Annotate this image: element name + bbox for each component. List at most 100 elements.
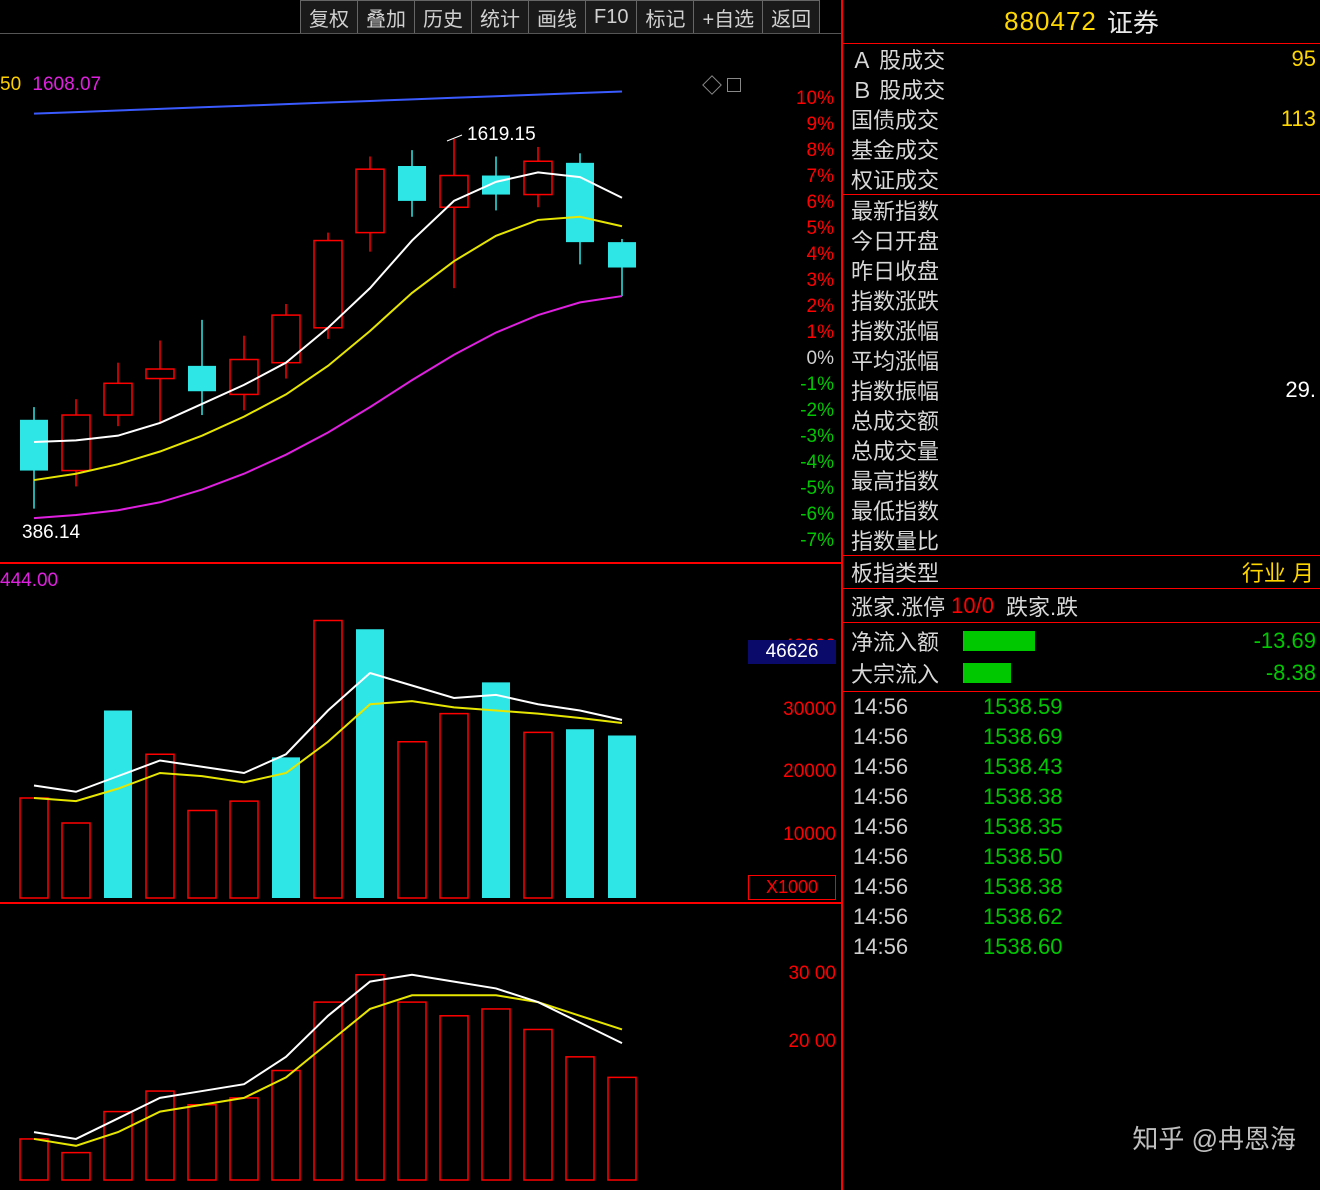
pct-tick: -7% bbox=[800, 530, 834, 552]
indicator-pane[interactable]: 30 0020 00 bbox=[0, 904, 841, 1190]
toolbar-+自选[interactable]: +自选 bbox=[693, 0, 763, 33]
info-row: 总成交量 bbox=[843, 435, 1320, 465]
block-inflow-label: 大宗流入 bbox=[851, 657, 963, 689]
net-inflow-bar bbox=[963, 631, 1035, 651]
info-label: 最低指数 bbox=[851, 494, 991, 526]
toolbar-spacer bbox=[0, 0, 300, 33]
tick-row: 14:561538.43 bbox=[843, 752, 1320, 782]
info-row: 今日开盘 bbox=[843, 225, 1320, 255]
info-label: 昨日收盘 bbox=[851, 254, 991, 286]
volume-pane[interactable]: 40000300002000010000 444.00 46626 X1000 bbox=[0, 564, 841, 904]
tick-price: 1538.69 bbox=[983, 724, 1063, 750]
info-label: 指数涨跌 bbox=[851, 284, 991, 316]
toolbar-标记[interactable]: 标记 bbox=[636, 0, 694, 33]
info-row: 国债成交113 bbox=[843, 104, 1320, 134]
tick-row: 14:561538.35 bbox=[843, 812, 1320, 842]
tick-time: 14:56 bbox=[853, 814, 983, 840]
toolbar-复权[interactable]: 复权 bbox=[300, 0, 358, 33]
tick-price: 1538.62 bbox=[983, 904, 1063, 930]
toolbar-统计[interactable]: 统计 bbox=[471, 0, 529, 33]
tick-row: 14:561538.69 bbox=[843, 722, 1320, 752]
info-row: 总成交额 bbox=[843, 405, 1320, 435]
pct-tick: 7% bbox=[807, 166, 834, 188]
pct-tick: 0% bbox=[807, 348, 834, 370]
info-label: 今日开盘 bbox=[851, 224, 991, 256]
high-price-label: 1619.15 bbox=[467, 124, 536, 146]
volume-unit: X1000 bbox=[748, 875, 836, 900]
app-root: 复权叠加历史统计画线F10标记+自选返回 10%9%8%7%6%5%4%3%2%… bbox=[0, 0, 1320, 1190]
info-row: 指数涨幅 bbox=[843, 315, 1320, 345]
volume-tick: 10000 bbox=[783, 824, 836, 846]
info-row: 最低指数 bbox=[843, 495, 1320, 525]
info-label: 国债成交 bbox=[851, 103, 991, 135]
info-label: 平均涨幅 bbox=[851, 344, 991, 376]
tick-row: 14:561538.38 bbox=[843, 782, 1320, 812]
stock-code: 880472 bbox=[1004, 6, 1097, 37]
candlestick-chart bbox=[0, 34, 745, 564]
pane-controls[interactable] bbox=[701, 78, 741, 97]
block-inflow-bar bbox=[963, 663, 1011, 683]
info-row: 最高指数 bbox=[843, 465, 1320, 495]
pct-tick: 4% bbox=[807, 244, 834, 266]
tick-price: 1538.60 bbox=[983, 934, 1063, 960]
pct-tick: -1% bbox=[800, 374, 834, 396]
info-row: 指数量比 bbox=[843, 525, 1320, 555]
info-label: 基金成交 bbox=[851, 133, 991, 165]
tick-list: 14:561538.5914:561538.6914:561538.4314:5… bbox=[843, 692, 1320, 962]
toolbar-返回[interactable]: 返回 bbox=[762, 0, 820, 33]
ma-legend: 50 1608.07 bbox=[0, 74, 101, 96]
sector-type-row[interactable]: 板指类型 行业 月 bbox=[843, 555, 1320, 589]
info-label: 最高指数 bbox=[851, 464, 991, 496]
tick-time: 14:56 bbox=[853, 844, 983, 870]
tick-row: 14:561538.50 bbox=[843, 842, 1320, 872]
pct-tick: -6% bbox=[800, 504, 834, 526]
pct-tick: 10% bbox=[796, 88, 834, 110]
info-row: 平均涨幅 bbox=[843, 345, 1320, 375]
box-icon[interactable] bbox=[727, 78, 741, 92]
pct-tick: -5% bbox=[800, 478, 834, 500]
up-limit-label: 涨家.涨停 bbox=[851, 590, 945, 622]
up-limit-value: 10/0 bbox=[951, 593, 994, 619]
info-label: Ａ 股成交 bbox=[851, 43, 991, 75]
sector-type-value: 行业 月 bbox=[1242, 556, 1320, 588]
sector-type-label: 板指类型 bbox=[843, 556, 939, 588]
indicator-tick: 30 00 bbox=[788, 963, 836, 985]
info-label: Ｂ 股成交 bbox=[851, 73, 991, 105]
limit-row: 涨家.涨停 10/0 跌家.跌 bbox=[843, 589, 1320, 623]
info-value: 29. bbox=[991, 377, 1320, 403]
pct-tick: 8% bbox=[807, 140, 834, 162]
info-row: 指数涨跌 bbox=[843, 285, 1320, 315]
info-label: 权证成交 bbox=[851, 163, 991, 195]
info-row: 基金成交 bbox=[843, 134, 1320, 164]
tick-time: 14:56 bbox=[853, 934, 983, 960]
stock-header: 880472 证券 bbox=[843, 0, 1320, 44]
block-inflow-value: -8.38 bbox=[1266, 660, 1320, 686]
pct-tick: -4% bbox=[800, 452, 834, 474]
toolbar-叠加[interactable]: 叠加 bbox=[357, 0, 415, 33]
toolbar-画线[interactable]: 画线 bbox=[528, 0, 586, 33]
candlestick-pane[interactable]: 10%9%8%7%6%5%4%3%2%1%0%-1%-2%-3%-4%-5%-6… bbox=[0, 34, 841, 564]
pct-tick: 2% bbox=[807, 296, 834, 318]
tick-time: 14:56 bbox=[853, 694, 983, 720]
info-label: 指数振幅 bbox=[851, 374, 991, 406]
toolbar-历史[interactable]: 历史 bbox=[414, 0, 472, 33]
net-inflow-value: -13.69 bbox=[1254, 628, 1320, 654]
toolbar-F10[interactable]: F10 bbox=[585, 0, 637, 33]
indicator-axis: 30 0020 00 bbox=[748, 904, 840, 1190]
info-label: 总成交额 bbox=[851, 404, 991, 436]
volume-tick: 20000 bbox=[783, 761, 836, 783]
tick-row: 14:561538.59 bbox=[843, 692, 1320, 722]
info-row: 指数振幅29. bbox=[843, 375, 1320, 405]
pct-tick: 9% bbox=[807, 114, 834, 136]
info-row: Ｂ 股成交 bbox=[843, 74, 1320, 104]
pct-tick: 6% bbox=[807, 192, 834, 214]
tick-price: 1538.50 bbox=[983, 844, 1063, 870]
tick-time: 14:56 bbox=[853, 724, 983, 750]
pct-tick: -3% bbox=[800, 426, 834, 448]
tick-row: 14:561538.60 bbox=[843, 932, 1320, 962]
percent-axis: 10%9%8%7%6%5%4%3%2%1%0%-1%-2%-3%-4%-5%-6… bbox=[748, 34, 840, 564]
tick-time: 14:56 bbox=[853, 784, 983, 810]
rotate-icon[interactable] bbox=[702, 75, 722, 95]
toolbar: 复权叠加历史统计画线F10标记+自选返回 bbox=[0, 0, 841, 34]
info-label: 指数涨幅 bbox=[851, 314, 991, 346]
